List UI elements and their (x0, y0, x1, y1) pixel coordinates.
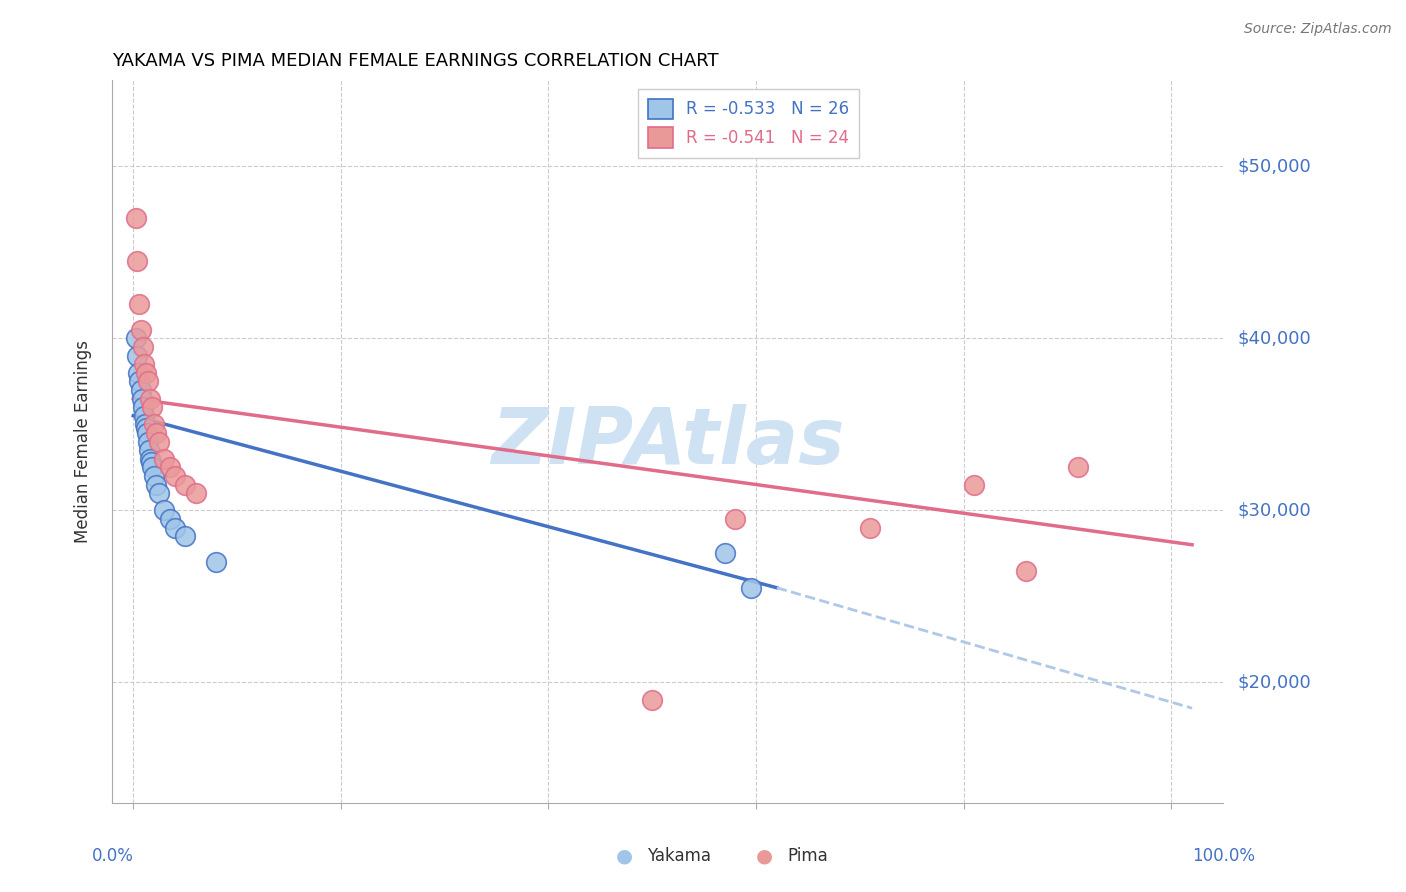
Point (128, 297, 150, 311)
Text: $40,000: $40,000 (1237, 329, 1310, 347)
Y-axis label: Median Female Earnings: Median Female Earnings (73, 340, 91, 543)
Point (153, 503, 176, 517)
Text: ●: ● (756, 847, 773, 866)
Point (139, 455, 162, 469)
Point (174, 477, 197, 491)
Point (153, 451, 176, 466)
Point (135, 425, 157, 440)
Text: $30,000: $30,000 (1237, 501, 1310, 519)
Text: Source: ZipAtlas.com: Source: ZipAtlas.com (1244, 22, 1392, 37)
Point (134, 417, 156, 432)
Text: YAKAMA VS PIMA MEDIAN FEMALE EARNINGS CORRELATION CHART: YAKAMA VS PIMA MEDIAN FEMALE EARNINGS CO… (112, 53, 718, 70)
Point (138, 443, 160, 458)
Point (135, 421, 157, 435)
Text: $50,000: $50,000 (1237, 157, 1310, 176)
Point (136, 375, 159, 389)
Point (131, 392, 153, 406)
Point (184, 486, 207, 500)
Point (141, 400, 163, 414)
Point (129, 383, 152, 397)
Point (125, 331, 148, 345)
Point (148, 434, 170, 449)
Point (1067, 460, 1090, 475)
Point (139, 451, 162, 466)
Point (145, 477, 167, 491)
Text: 0.0%: 0.0% (91, 847, 134, 865)
Point (127, 366, 149, 380)
Point (136, 434, 159, 449)
Point (159, 512, 181, 526)
Point (141, 460, 163, 475)
Point (724, 512, 747, 526)
Point (205, 555, 228, 569)
Point (125, 211, 148, 225)
Point (135, 366, 157, 380)
Point (131, 400, 153, 414)
Point (128, 375, 150, 389)
Point (641, 692, 664, 706)
Point (127, 349, 149, 363)
Point (963, 477, 986, 491)
Point (132, 357, 155, 371)
Legend: R = -0.533   N = 26, R = -0.541   N = 24: R = -0.533 N = 26, R = -0.541 N = 24 (638, 88, 859, 158)
Point (159, 460, 181, 475)
Point (859, 520, 882, 534)
Point (163, 520, 186, 534)
Text: 100.0%: 100.0% (1192, 847, 1254, 865)
Point (714, 546, 737, 560)
Point (129, 323, 152, 337)
Point (143, 417, 166, 432)
Point (1015, 564, 1038, 578)
Point (139, 392, 162, 406)
Text: ●: ● (616, 847, 633, 866)
Point (740, 581, 762, 595)
Text: Yakama: Yakama (647, 847, 711, 865)
Point (174, 529, 197, 543)
Point (127, 253, 149, 268)
Text: Pima: Pima (787, 847, 828, 865)
Point (163, 469, 186, 483)
Point (148, 486, 170, 500)
Point (131, 340, 153, 354)
Point (132, 409, 155, 423)
Text: $20,000: $20,000 (1237, 673, 1310, 691)
Point (143, 469, 166, 483)
Point (145, 425, 167, 440)
Text: ZIPAtlas: ZIPAtlas (491, 403, 845, 480)
